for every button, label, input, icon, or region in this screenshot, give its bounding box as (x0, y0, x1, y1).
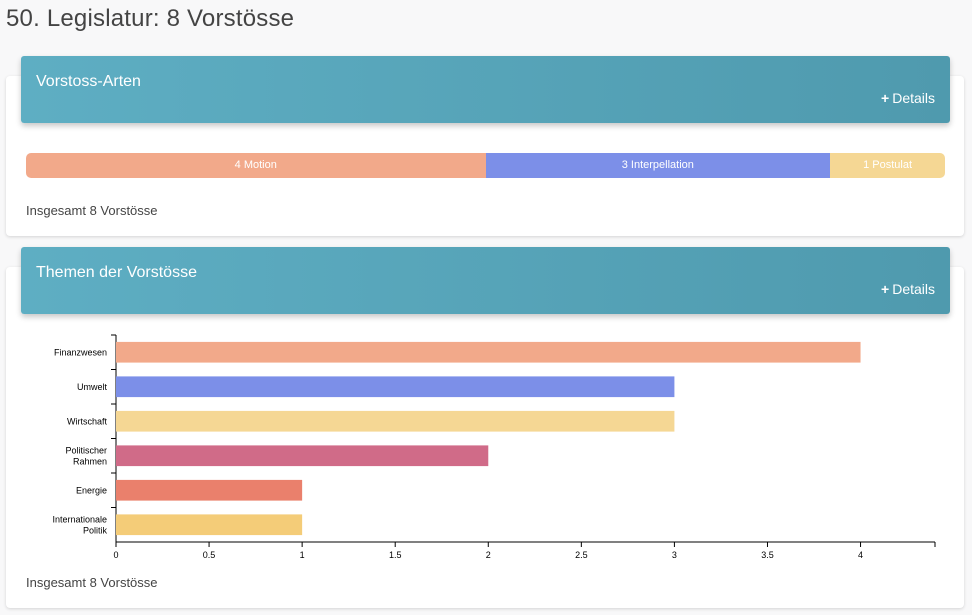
y-tick-label: Wirtschaft (67, 416, 108, 426)
topics-card-title: Themen der Vorstösse (36, 264, 197, 281)
topics-bar-chart: Finanzwesen Umwelt Wirtschaft PolitischerRa… (52, 334, 936, 560)
x-tick-label: 2.5 (575, 550, 588, 560)
plus-icon: + (881, 281, 890, 297)
bar-3 (116, 445, 489, 467)
x-tick-label: 2 (486, 550, 491, 560)
x-tick-label: 0.5 (203, 550, 216, 560)
page-title: 50. Legislatur: 8 Vorstösse (6, 5, 295, 32)
x-tick-label: 3 (672, 550, 677, 560)
stack-segment-2: 1 Postulat (830, 153, 945, 178)
topics-card-header: Themen der Vorstösse + Details (21, 247, 950, 314)
topics-details-link[interactable]: + Details (881, 281, 935, 297)
x-tick-label: 1 (300, 550, 305, 560)
y-tick-label: Finanzwesen (54, 347, 107, 357)
types-stacked-bar: 4 Motion 3 Interpellation 1 Postulat (26, 153, 945, 178)
bar-5 (116, 514, 303, 536)
topics-details-label: Details (892, 281, 935, 297)
types-card-title: Vorstoss-Arten (36, 73, 141, 90)
types-card: Vorstoss-Arten + Details 4 Motion 3 Interp… (6, 56, 964, 236)
types-total: Insgesamt 8 Vorstösse (26, 203, 158, 218)
types-details-link[interactable]: + Details (881, 90, 935, 106)
y-tick-label: Umwelt (77, 382, 108, 392)
stack-segment-0: 4 Motion (26, 153, 486, 178)
x-tick-label: 0 (113, 550, 118, 560)
y-tick-label: Energie (76, 485, 107, 495)
y-tick-label: Politischer (65, 445, 107, 455)
types-details-label: Details (892, 90, 935, 106)
plus-icon: + (881, 90, 890, 106)
y-tick-label: Politik (83, 525, 108, 535)
topics-total: Insgesamt 8 Vorstösse (26, 575, 158, 590)
bar-0 (116, 341, 861, 363)
x-tick-label: 3.5 (761, 550, 774, 560)
stack-segment-1: 3 Interpellation (485, 153, 831, 178)
y-tick-label: Rahmen (73, 456, 107, 466)
bar-2 (116, 410, 675, 432)
y-tick-label: Internationale (52, 514, 107, 524)
bar-1 (116, 376, 675, 398)
x-tick-label: 4 (858, 550, 863, 560)
types-card-header: Vorstoss-Arten + Details (21, 56, 950, 123)
bar-4 (116, 479, 303, 501)
x-tick-label: 1.5 (389, 550, 402, 560)
topics-card: Themen der Vorstösse + Details Finanzwese… (6, 247, 964, 608)
